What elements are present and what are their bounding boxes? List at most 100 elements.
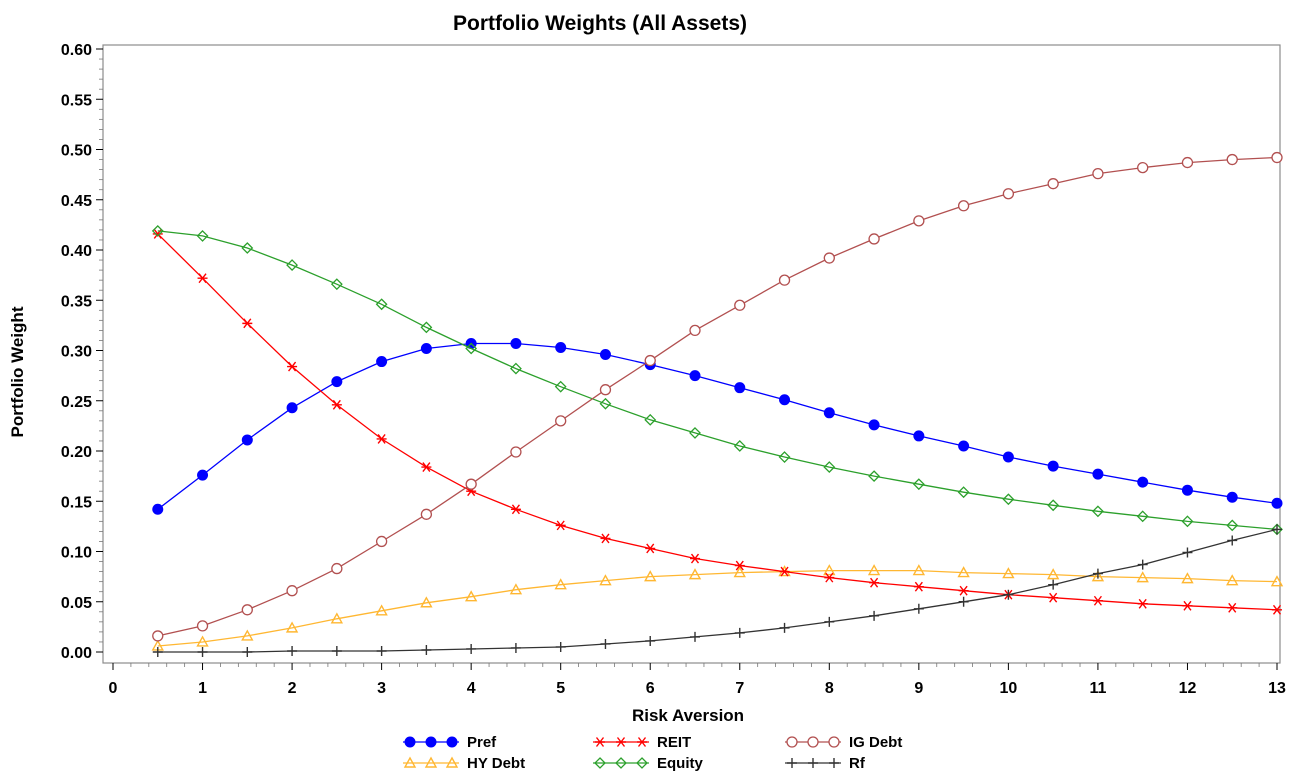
data-point: [689, 324, 701, 337]
marker-shape: [787, 758, 797, 768]
marker-shape: [404, 736, 416, 748]
data-point: [466, 643, 477, 654]
y-axis-label: Portfolio Weight: [8, 306, 27, 437]
marker-shape: [913, 215, 925, 227]
x-tick-label: 4: [467, 680, 476, 697]
marker-shape: [1048, 579, 1059, 590]
marker-shape: [241, 629, 254, 641]
marker-shape: [421, 644, 432, 655]
marker-shape: [196, 620, 209, 632]
legend-label: REIT: [657, 734, 691, 751]
marker-shape: [152, 647, 163, 657]
data-point: [375, 298, 388, 311]
marker-shape: [287, 645, 298, 656]
data-point: [599, 397, 612, 410]
data-point: [1270, 575, 1284, 587]
legend: Pref REIT IG Debt HY Debt Equity Rf: [403, 734, 902, 772]
legend-marker: [404, 736, 416, 748]
data-point: [599, 349, 611, 361]
data-point: [1047, 178, 1059, 190]
data-point: [733, 440, 746, 452]
marker-shape: [958, 585, 969, 596]
marker-shape: [1092, 468, 1104, 480]
y-tick-label: 0.30: [61, 344, 92, 361]
data-point: [555, 415, 567, 427]
data-point: [734, 382, 746, 394]
legend-marker: [786, 736, 798, 748]
marker-shape: [196, 635, 209, 647]
marker-shape: [241, 604, 253, 616]
marker-shape: [778, 274, 791, 286]
data-point: [913, 430, 925, 442]
data-point: [1227, 602, 1238, 613]
data-point: [689, 370, 701, 382]
marker-shape: [734, 627, 745, 638]
data-point: [913, 581, 924, 592]
data-point: [330, 612, 344, 624]
marker-shape: [869, 610, 880, 621]
x-tick-label: 0: [109, 680, 118, 697]
marker-shape: [1137, 161, 1149, 174]
data-point: [913, 215, 925, 227]
legend-label: Equity: [657, 755, 703, 772]
marker-shape: [615, 757, 627, 769]
plot-area: 0.00 0.05 0.10 0.15 0.20 0.25 0.30 0.35 0.40 0.45…: [61, 42, 1286, 697]
data-point: [779, 394, 791, 406]
data-point: [1048, 592, 1059, 603]
data-point: [1092, 568, 1103, 579]
x-tick-label: 6: [646, 680, 655, 697]
marker-shape: [1181, 572, 1194, 584]
data-point: [197, 273, 208, 284]
legend-item-reit: REIT: [593, 734, 691, 751]
marker-shape: [152, 630, 164, 642]
data-point: [645, 543, 656, 554]
data-point: [1181, 484, 1193, 496]
marker-shape: [466, 643, 477, 654]
marker-shape: [599, 349, 611, 361]
data-point: [1181, 572, 1194, 584]
marker-shape: [197, 273, 208, 284]
data-point: [197, 647, 208, 657]
data-point: [465, 478, 477, 490]
marker-shape: [958, 440, 970, 452]
marker-shape: [465, 478, 477, 490]
data-point: [868, 470, 880, 483]
marker-shape: [867, 564, 881, 576]
data-point: [464, 590, 478, 602]
marker-shape: [595, 737, 605, 747]
marker-shape: [599, 397, 612, 410]
marker-shape: [151, 224, 164, 237]
marker-shape: [420, 596, 433, 608]
marker-shape: [1002, 493, 1015, 506]
data-point: [599, 574, 612, 586]
marker-shape: [197, 469, 209, 481]
legend-marker: [636, 757, 648, 769]
legend-label: IG Debt: [849, 734, 902, 751]
data-point: [554, 380, 567, 393]
data-point: [734, 299, 746, 311]
legend-label: HY Debt: [467, 755, 525, 772]
legend-marker: [616, 737, 626, 747]
x-tick-label: 3: [377, 680, 386, 697]
marker-shape: [1002, 188, 1015, 200]
legend-marker: [807, 736, 819, 748]
data-point: [600, 638, 611, 649]
marker-shape: [913, 430, 925, 442]
marker-shape: [1048, 592, 1059, 603]
marker-shape: [464, 590, 478, 602]
data-point: [644, 570, 657, 582]
marker-shape: [637, 737, 647, 747]
marker-shape: [1227, 535, 1238, 546]
marker-shape: [778, 451, 791, 463]
marker-shape: [420, 508, 433, 520]
plot-frame: [102, 44, 1281, 664]
marker-shape: [1092, 167, 1104, 180]
data-point: [1047, 460, 1059, 472]
data-point: [330, 278, 343, 291]
marker-shape: [868, 233, 880, 245]
data-point: [196, 230, 209, 242]
marker-shape: [510, 337, 522, 349]
marker-shape: [286, 259, 298, 271]
data-point: [1047, 499, 1060, 512]
marker-shape: [425, 736, 437, 748]
